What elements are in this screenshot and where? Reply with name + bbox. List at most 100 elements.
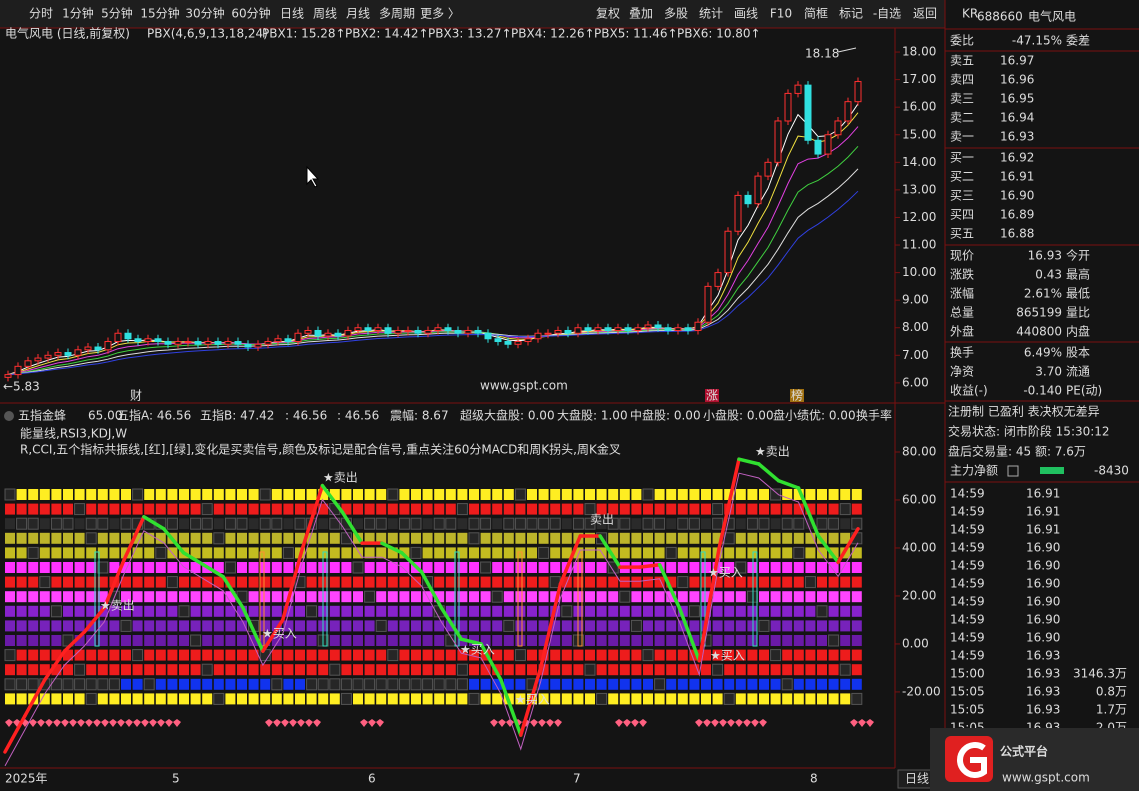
signal-cell xyxy=(329,562,340,573)
toolbar-tab[interactable]: 1分钟 xyxy=(62,6,94,21)
toolbar-tab[interactable]: 分时 xyxy=(29,7,53,21)
candle xyxy=(504,341,512,345)
signal-cell xyxy=(283,489,294,500)
watermark: www.gspt.com xyxy=(480,379,568,393)
signal-cell xyxy=(132,532,143,544)
low-label: ←5.83 xyxy=(3,380,40,394)
x-tick-label: 7 xyxy=(573,772,581,786)
indicator-readout: 换手率 xyxy=(856,408,892,423)
signal-cell xyxy=(561,635,572,646)
signal-cell xyxy=(550,489,561,500)
signal-cell xyxy=(445,634,457,647)
signal-cell xyxy=(422,532,433,544)
signal-cell xyxy=(260,562,271,573)
toolbar-tab[interactable]: 更多 〉 xyxy=(420,7,460,21)
toolbar-tab[interactable]: 月线 xyxy=(346,7,370,21)
toolbar-tab[interactable]: 60分钟 xyxy=(231,6,270,21)
toolbar-button[interactable]: 简框 xyxy=(804,7,828,21)
toolbar-tab[interactable]: 15分钟 xyxy=(140,6,179,21)
toolbar-tab[interactable]: 日线 xyxy=(280,7,304,21)
signal-cell xyxy=(179,518,189,530)
candle xyxy=(834,120,842,136)
signal-cell xyxy=(5,547,15,559)
signal-cell xyxy=(619,503,630,515)
y-tick-label: 60.00 xyxy=(902,492,936,506)
signal-cell xyxy=(839,663,851,676)
signal-cell xyxy=(654,503,665,515)
signal-cell xyxy=(631,489,642,500)
bid-price: 16.88 xyxy=(1000,227,1034,241)
signal-label: ★买入 xyxy=(710,649,745,663)
candle xyxy=(584,327,592,331)
toolbar-tab[interactable]: 周线 xyxy=(313,7,337,21)
toolbar-button[interactable]: 复权 xyxy=(596,7,620,21)
signal-cell xyxy=(306,693,317,705)
y-tick-label: 15.00 xyxy=(902,127,936,141)
signal-cell xyxy=(364,562,375,573)
signal-cell xyxy=(515,562,526,573)
toolbar-button[interactable]: 多股 xyxy=(664,7,688,21)
signal-cell xyxy=(503,678,514,690)
signal-cell xyxy=(816,517,828,530)
toolbar-button[interactable]: 标记 xyxy=(839,7,863,21)
diamond xyxy=(546,719,554,727)
signal-cell xyxy=(202,693,213,705)
diamond xyxy=(631,719,639,727)
signal-cell xyxy=(398,678,410,691)
signal-cell xyxy=(689,693,700,705)
signal-cell xyxy=(701,591,711,603)
signal-cell xyxy=(225,591,236,603)
toolbar-button[interactable]: -自选 xyxy=(873,7,901,21)
toolbar-button[interactable]: 叠加 xyxy=(629,7,653,21)
signal-cell xyxy=(851,692,863,705)
signal-cell xyxy=(74,576,85,588)
signal-cell xyxy=(701,664,711,676)
indicator-segment xyxy=(42,649,67,682)
signal-cell xyxy=(121,562,131,573)
signal-cell xyxy=(527,489,537,500)
toolbar-tab[interactable]: 30分钟 xyxy=(185,6,224,21)
toolbar-button[interactable]: F10 xyxy=(770,7,792,21)
toolbar-button[interactable]: 统计 xyxy=(699,7,723,21)
signal-cell xyxy=(74,635,85,646)
signal-cell xyxy=(480,605,491,617)
signal-cell xyxy=(503,489,514,500)
toolbar-tab[interactable]: 5分钟 xyxy=(101,6,133,21)
candle xyxy=(424,329,432,334)
diamond xyxy=(281,719,289,727)
signal-cell xyxy=(689,562,700,573)
signal-cell xyxy=(666,620,677,632)
signal-cell xyxy=(155,664,166,676)
signal-cell xyxy=(805,547,816,559)
signal-cell xyxy=(816,605,828,618)
bid-label: 买四 xyxy=(950,208,974,222)
toolbar-button[interactable]: 画线 xyxy=(734,7,758,21)
toolbar-tab[interactable]: 多周期 xyxy=(379,7,415,21)
toolbar-button[interactable]: 返回 xyxy=(913,7,937,21)
signal-cell xyxy=(121,693,131,705)
signal-cell xyxy=(353,664,363,676)
signal-cell xyxy=(237,562,247,573)
signal-cell xyxy=(689,635,700,646)
signal-cell xyxy=(805,649,816,661)
signal-cell xyxy=(422,635,433,646)
signal-cell xyxy=(283,664,294,676)
candle xyxy=(594,327,602,331)
signal-cell xyxy=(155,532,166,544)
signal-cell xyxy=(851,503,862,515)
signal-cell xyxy=(584,503,596,516)
indicator-note: R,CCI,五个指标共振线,[红],[绿],变化是买卖信号,颜色及标记是配合信号… xyxy=(20,442,621,457)
signal-cell xyxy=(631,547,642,559)
signal-cell xyxy=(51,649,62,661)
signal-cell xyxy=(63,693,73,705)
signal-cell xyxy=(109,503,120,515)
signal-cell xyxy=(840,532,851,544)
signal-cell xyxy=(5,693,15,705)
signal-cell xyxy=(433,517,445,530)
signal-cell xyxy=(28,489,39,500)
signal-cell xyxy=(770,488,782,501)
signal-cell xyxy=(63,532,73,544)
signal-cell xyxy=(248,489,259,500)
signal-cell xyxy=(724,620,735,632)
signal-cell xyxy=(666,664,677,676)
